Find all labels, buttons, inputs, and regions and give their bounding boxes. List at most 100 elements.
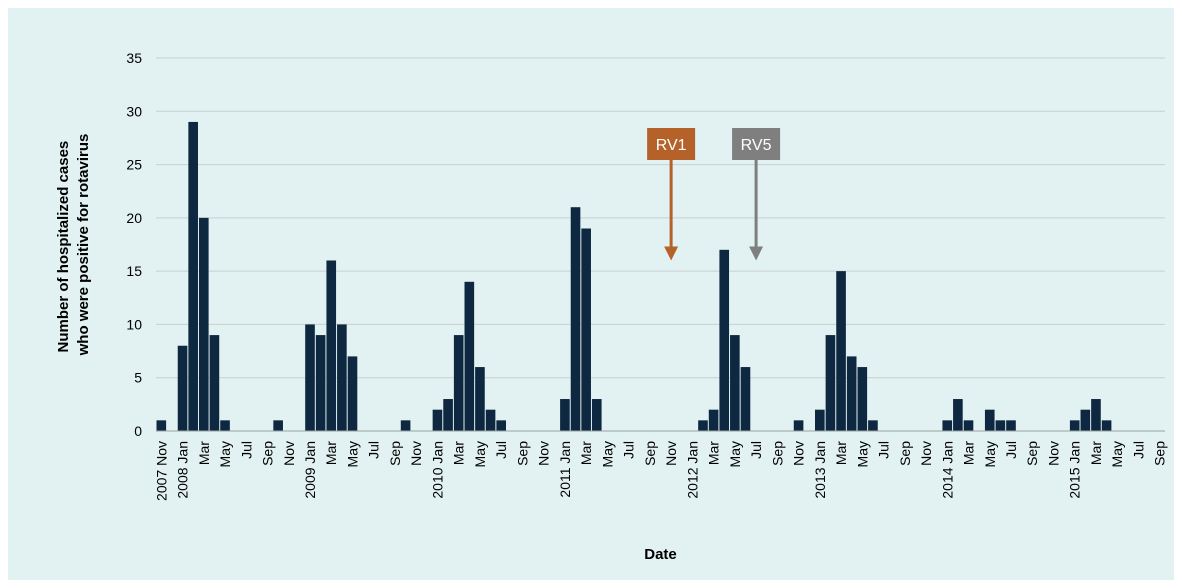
x-tick-label: Sep [260,441,276,466]
y-tick-label: 5 [134,370,142,386]
x-tick-label: Sep [387,441,403,466]
x-tick-label: Mar [961,441,977,465]
annotation-label: RV5 [741,137,772,154]
x-tick-label: Sep [514,441,530,466]
bar [740,367,751,431]
x-tick-label: Jul [1130,441,1146,459]
bar [400,420,411,431]
bar [198,217,209,431]
bar [326,260,337,431]
bar [337,324,347,431]
bar [560,399,570,431]
x-tick-label: Jul [621,441,637,459]
x-tick-label: Mar [578,441,594,465]
x-axis-ticks: 2007 Nov 2008 Jan Mar May Jul Sep Nov 2009 Jan M… [153,441,1167,501]
bar [496,420,506,431]
bar [708,409,719,431]
bar [464,281,475,431]
x-tick-label: Jul [238,441,254,459]
x-tick-label: 2015 Jan [1067,441,1083,499]
x-tick-label: Mar [833,441,849,465]
x-tick-label: 2011 Jan [557,441,573,498]
x-tick-label: May [472,441,488,467]
x-tick-label: Nov [663,441,679,466]
x-tick-label: May [217,441,233,467]
bar [591,399,602,431]
bar [570,207,581,431]
bar [220,420,230,431]
annotation-box [647,128,696,160]
annotation-box [732,128,781,160]
x-axis-title: Date [644,546,677,563]
x-tick-label: Jul [876,441,892,459]
bar [432,409,443,431]
bar [868,420,878,431]
bar [188,121,198,431]
x-tick-label: May [1109,441,1125,467]
bar [1091,399,1101,431]
x-tick-label: May [854,441,870,467]
bar [273,420,283,431]
y-tick-label: 15 [126,263,142,279]
y-tick-label: 35 [126,50,142,66]
annotation-rv1: RV1 [647,128,696,261]
x-tick-label: May [727,441,743,467]
x-tick-label: Mar [1088,441,1104,465]
bar [315,335,326,431]
bar [953,399,963,431]
y-tick-label: 20 [126,210,142,226]
x-tick-label: Mar [706,441,722,465]
x-tick-label: Nov [1045,441,1061,466]
x-tick-label: Jul [1003,441,1019,459]
bar [443,399,453,431]
bar [836,271,846,431]
bar [793,420,804,431]
bar [485,409,496,431]
bar [177,345,188,431]
annotation-arrow-head [664,246,679,261]
bar [475,367,485,431]
x-tick-label: Jul [493,441,509,459]
x-tick-label: May [599,441,615,467]
bar [347,356,358,431]
x-tick-label: Nov [536,441,552,466]
bar [1080,409,1091,431]
bar [156,420,167,431]
x-tick-label: 2007 Nov [153,441,169,501]
bar [209,335,220,431]
bars [156,121,1112,431]
x-tick-label: Mar [323,441,339,465]
x-tick-label: Sep [769,441,785,466]
y-tick-label: 10 [126,316,142,332]
annotation-arrow-head [749,246,764,261]
bar-chart: 0 5 10 15 20 25 30 35 2007 Nov 2008 Jan Mar May Jul… [8,8,1174,580]
bar [825,335,836,431]
bar [698,420,708,431]
y-axis-title: Number of hospitalized cases who were po… [55,134,92,357]
bar [815,409,825,431]
x-tick-label: Nov [281,441,297,466]
y-tick-label: 25 [126,157,142,173]
bar [305,324,315,431]
bar [719,249,730,431]
bar [995,420,1006,431]
x-tick-label: 2012 Jan [684,441,700,499]
x-tick-label: Sep [1152,441,1168,466]
x-tick-label: Jul [366,441,382,459]
bar [453,335,464,431]
annotation-rv5: RV5 [732,128,781,261]
x-tick-label: Sep [642,441,658,466]
bar [730,335,740,431]
bar [963,420,974,431]
y-axis-title-line-1: Number of hospitalized cases [55,141,72,353]
bar [1101,420,1112,431]
x-tick-label: May [344,441,360,467]
bar [942,420,953,431]
x-tick-label: 2008 Jan [175,441,191,499]
x-tick-label: Mar [451,441,467,465]
x-tick-label: Sep [897,441,913,466]
y-axis-title-line-2: who were positive for rotavirus [75,134,92,357]
bar [581,228,591,431]
bar [1006,420,1016,431]
annotation-label: RV1 [656,137,687,154]
